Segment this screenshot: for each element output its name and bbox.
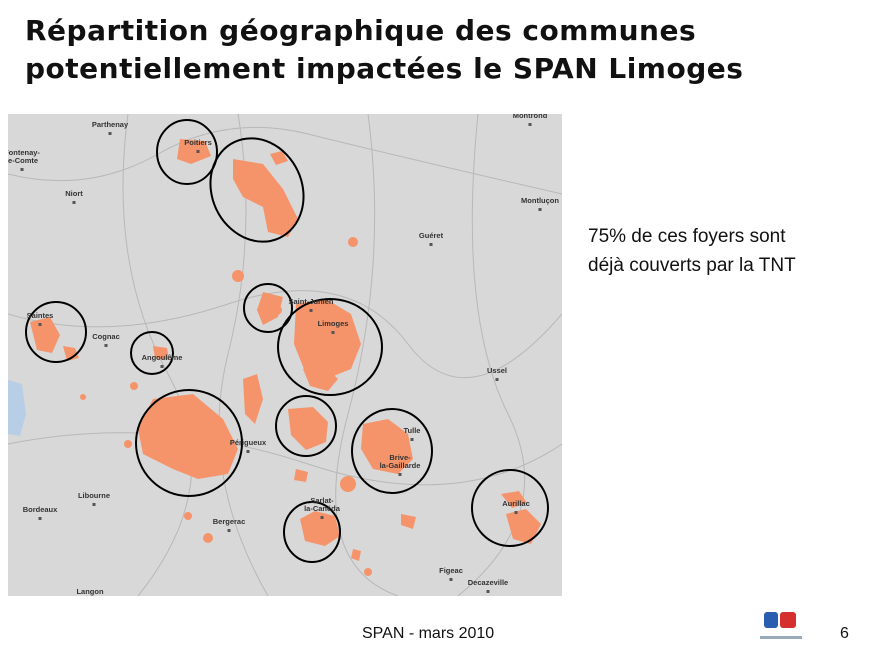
place-label: Brive-	[389, 453, 411, 462]
title-line: potentiellement impactées le SPAN Limoge…	[25, 52, 744, 85]
place-dot	[246, 450, 250, 453]
place-dot	[449, 578, 453, 581]
place-dot	[398, 473, 402, 476]
page-number: 6	[840, 625, 849, 642]
place-label: Périgueux	[230, 438, 267, 447]
place-label: Montrond	[513, 114, 548, 120]
place-label: Angoulême	[142, 353, 183, 362]
place-label: Aurillac	[502, 499, 530, 508]
place-label: Guéret	[419, 231, 444, 240]
place-dot	[410, 438, 414, 441]
logo	[760, 612, 802, 639]
note: 75% de ces foyers sont déjà couverts par…	[588, 222, 796, 280]
place-label: Fontenay-	[8, 148, 40, 157]
place-dot	[495, 378, 499, 381]
place-label: Bordeaux	[23, 505, 58, 514]
footer: SPAN - mars 2010	[362, 625, 495, 642]
place-label: Limoges	[318, 319, 349, 328]
place-label: Saintes	[27, 311, 54, 320]
place-label: la-Gaillarde	[380, 461, 421, 470]
place-label: Niort	[65, 189, 83, 198]
note-line: 75% de ces foyers sont	[588, 226, 786, 247]
place-dot	[309, 309, 313, 312]
place-label: Decazeville	[468, 578, 508, 587]
place-label: Saint-Junien	[288, 297, 333, 306]
place-dot	[196, 150, 200, 153]
place-label: Ussel	[487, 366, 507, 375]
place-dot	[528, 123, 532, 126]
place-label: Figeac	[439, 566, 463, 575]
place-dot	[72, 201, 76, 204]
place-label: Cognac	[92, 332, 120, 341]
place-label: Libourne	[78, 491, 110, 500]
place-dot	[160, 365, 164, 368]
place-label: le-Comte	[8, 156, 38, 165]
note-line: déjà couverts par la TNT	[588, 255, 796, 276]
title: Répartition géographique des communes po…	[25, 12, 743, 88]
place-dot	[514, 511, 518, 514]
place-dot	[486, 590, 490, 593]
place-dot	[538, 208, 542, 211]
place-dot	[331, 331, 335, 334]
place-label: la-Canéda	[304, 504, 341, 513]
place-dot	[429, 243, 433, 246]
place-dot	[38, 517, 42, 520]
place-dot	[320, 516, 324, 519]
place-label: Poitiers	[184, 138, 212, 147]
place-label: Parthenay	[92, 120, 129, 129]
place-dot	[227, 529, 231, 532]
place-dot	[38, 323, 42, 326]
place-label: Tulle	[404, 426, 421, 435]
place-dot	[104, 344, 108, 347]
place-label: Montluçon	[521, 196, 559, 205]
place-label: Langon	[76, 587, 103, 596]
place-dot	[20, 168, 24, 171]
place-label: Sarlat-	[310, 496, 334, 505]
place-dot	[92, 503, 96, 506]
title-line: Répartition géographique des communes	[25, 14, 697, 47]
map: Parthenay Montrond Fontenay-le-Comte Poitie…	[8, 114, 562, 596]
place-label: Bergerac	[213, 517, 246, 526]
place-dot	[108, 132, 112, 135]
